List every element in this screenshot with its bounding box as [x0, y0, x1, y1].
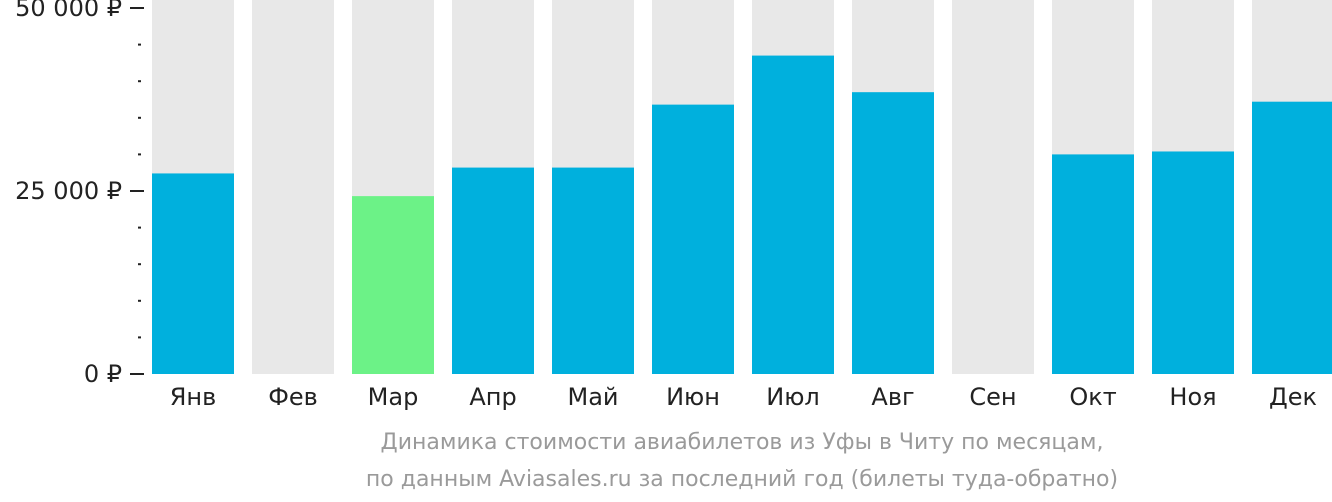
- x-tick-label: Авг: [871, 383, 914, 411]
- x-tick-label: Дек: [1269, 383, 1317, 411]
- x-tick-label: Фев: [268, 383, 318, 411]
- bar-12: [1252, 101, 1332, 375]
- bar-8: [852, 92, 934, 375]
- x-axis: Янв Фев Мар Апр Май Июн Июл Авг Сен Окт Ноя Дек: [170, 383, 1317, 411]
- x-tick-label: Июн: [666, 383, 720, 411]
- price-bar-chart: 0 ₽ 25 000 ₽ 50 000 ₽ Янв Фев Мар Апр Май Июн Ию…: [15, 0, 1332, 411]
- y-tick-label: 25 000 ₽: [15, 177, 122, 205]
- bar-1: [152, 173, 234, 374]
- x-tick-label: Окт: [1069, 383, 1116, 411]
- background-column: [952, 0, 1034, 374]
- x-tick-label: Ноя: [1169, 383, 1216, 411]
- bar-10: [1052, 154, 1134, 374]
- bar-6: [652, 104, 734, 375]
- x-tick-label: Мар: [368, 383, 419, 411]
- x-tick-label: Апр: [469, 383, 516, 411]
- bar-7: [752, 55, 834, 375]
- bar-11: [1152, 151, 1234, 374]
- x-tick-label: Янв: [170, 383, 217, 411]
- x-tick-label: Сен: [969, 383, 1016, 411]
- bars: [152, 55, 1332, 375]
- chart-caption-line-2: по данным Aviasales.ru за последний год …: [365, 467, 1119, 492]
- bar-5: [552, 167, 634, 374]
- x-tick-label: Май: [567, 383, 618, 411]
- bar-3: [352, 196, 434, 374]
- y-tick-label: 0 ₽: [84, 360, 122, 388]
- y-axis: 0 ₽ 25 000 ₽ 50 000 ₽: [15, 0, 144, 388]
- chart-caption-line-1: Динамика стоимости авиабилетов из Уфы в …: [380, 430, 1104, 455]
- y-tick-label: 50 000 ₽: [15, 0, 122, 22]
- bar-4: [452, 167, 534, 374]
- x-tick-label: Июл: [766, 383, 820, 411]
- background-column: [252, 0, 334, 374]
